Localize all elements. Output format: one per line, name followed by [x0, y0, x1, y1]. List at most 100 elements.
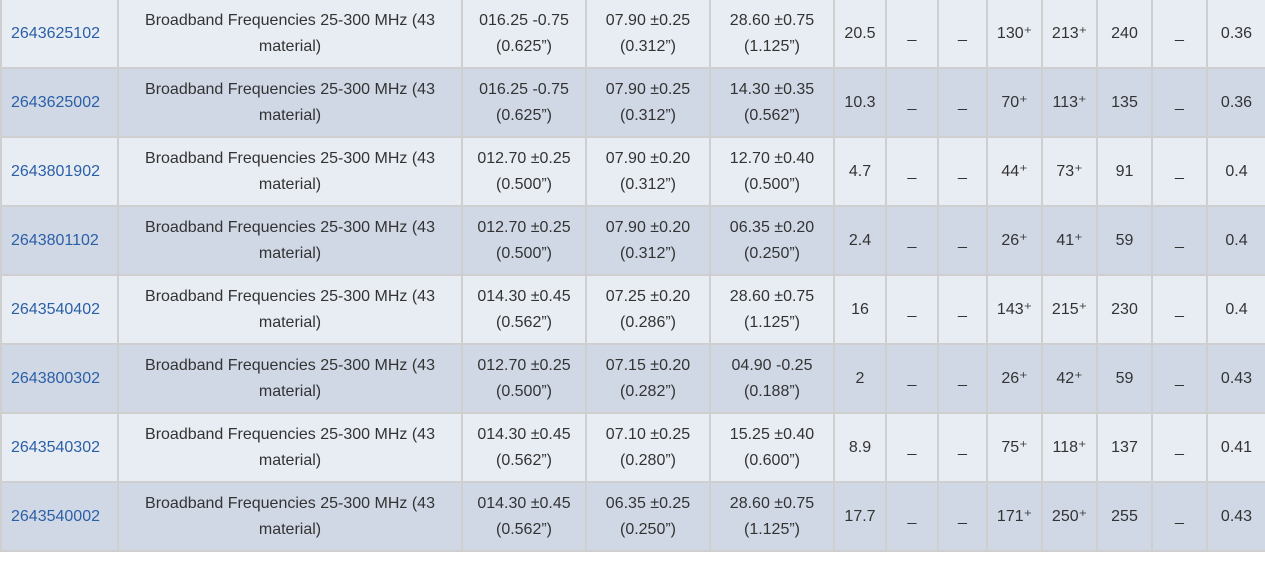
value-cell-z2: 250⁺: [1041, 481, 1098, 552]
dimension-inch: (0.625”): [495, 37, 553, 55]
dimension-mm: 07.90 ±0.20: [605, 149, 691, 167]
value-cell-z1: 171⁺: [986, 481, 1043, 552]
description: Broadband Frequencies 25-300 MHz (43 mat…: [145, 425, 435, 469]
value-cell-d1: _: [885, 205, 939, 276]
value-cell-z2: 113⁺: [1041, 67, 1098, 138]
dimension-inch: (0.562”): [743, 106, 801, 124]
value-cell-d2: _: [937, 136, 988, 207]
cell-value: _: [907, 438, 917, 456]
value-cell-d3: _: [1151, 0, 1208, 69]
cell-value: 2.4: [848, 231, 872, 249]
cell-value: _: [1175, 162, 1184, 180]
value-cell-d3: _: [1151, 205, 1208, 276]
part-number-link[interactable]: 2643540302: [11, 438, 100, 456]
part-number-link[interactable]: 2643625002: [11, 93, 100, 111]
value-cell-v: 0.36: [1206, 0, 1265, 69]
cell-value: _: [958, 300, 967, 318]
cell-value: 0.4: [1225, 231, 1248, 249]
value-cell-z2: 42⁺: [1041, 343, 1098, 414]
dimension-cell-c: 28.60 ±0.75 (1.125”): [709, 0, 835, 69]
part-number-link[interactable]: 2643800302: [11, 369, 100, 387]
dimension-inch: (0.250”): [743, 244, 801, 262]
dimension-inch: (0.312”): [619, 244, 677, 262]
value-cell-w: 2.4: [833, 205, 887, 276]
value-cell-v: 0.4: [1206, 205, 1265, 276]
dimension-mm: 012.70 ±0.25: [477, 149, 571, 167]
value-cell-d1: _: [885, 412, 939, 483]
value-cell-d3: _: [1151, 67, 1208, 138]
cell-value: _: [958, 162, 967, 180]
value-cell-w: 4.7: [833, 136, 887, 207]
dimension-inch: (0.500”): [495, 244, 553, 262]
value-cell-d2: _: [937, 67, 988, 138]
part-number-link[interactable]: 2643801902: [11, 162, 100, 180]
value-cell-d2: _: [937, 205, 988, 276]
dimension-inch: (0.562”): [495, 520, 553, 538]
value-cell-z2: 118⁺: [1041, 412, 1098, 483]
value-cell-v: 0.4: [1206, 136, 1265, 207]
dimension-mm: 012.70 ±0.25: [477, 218, 571, 236]
description: Broadband Frequencies 25-300 MHz (43 mat…: [145, 287, 435, 331]
cell-value: _: [1175, 300, 1184, 318]
table-row: 2643801902 Broadband Frequencies 25-300 M…: [0, 136, 1265, 207]
value-cell-z3: 135: [1096, 67, 1153, 138]
part-number-cell: 2643800302: [0, 343, 119, 414]
dimension-cell-a: 014.30 ±0.45 (0.562”): [461, 481, 587, 552]
cell-value: 113⁺: [1052, 93, 1087, 111]
description: Broadband Frequencies 25-300 MHz (43 mat…: [145, 149, 435, 193]
dimension-cell-c: 12.70 ±0.40 (0.500”): [709, 136, 835, 207]
dimension-cell-b: 07.90 ±0.20 (0.312”): [585, 205, 711, 276]
dimension-inch: (1.125”): [743, 313, 801, 331]
dimension-inch: (0.500”): [495, 175, 553, 193]
part-number-link[interactable]: 2643540002: [11, 507, 100, 525]
dimension-inch: (0.286”): [619, 313, 677, 331]
description: Broadband Frequencies 25-300 MHz (43 mat…: [145, 356, 435, 400]
value-cell-z2: 213⁺: [1041, 0, 1098, 69]
cell-value: 70⁺: [1001, 93, 1028, 111]
dimension-mm: 07.90 ±0.20: [605, 218, 691, 236]
value-cell-z1: 75⁺: [986, 412, 1043, 483]
cell-value: 213⁺: [1051, 24, 1088, 42]
description-cell: Broadband Frequencies 25-300 MHz (43 mat…: [117, 412, 463, 483]
cell-value: 2: [855, 369, 865, 387]
dimension-inch: (0.312”): [619, 175, 677, 193]
part-number-link[interactable]: 2643801102: [11, 231, 99, 249]
dimension-mm: 04.90 -0.25: [731, 356, 813, 374]
cell-value: _: [907, 162, 917, 180]
part-number-link[interactable]: 2643540402: [11, 300, 100, 318]
part-number-cell: 2643540302: [0, 412, 119, 483]
value-cell-d3: _: [1151, 343, 1208, 414]
dimension-cell-b: 07.15 ±0.20 (0.282”): [585, 343, 711, 414]
cell-value: 230: [1111, 300, 1138, 318]
dimension-mm: 06.35 ±0.20: [729, 218, 815, 236]
cell-value: 8.9: [848, 438, 872, 456]
table-row: 2643625102 Broadband Frequencies 25-300 M…: [0, 0, 1265, 69]
description: Broadband Frequencies 25-300 MHz (43 mat…: [145, 494, 435, 538]
cell-value: 130⁺: [996, 24, 1033, 42]
value-cell-v: 0.41: [1206, 412, 1265, 483]
table-row: 2643540302 Broadband Frequencies 25-300 M…: [0, 412, 1265, 483]
dimension-cell-b: 07.90 ±0.25 (0.312”): [585, 67, 711, 138]
cell-value: 0.4: [1225, 300, 1248, 318]
dimension-mm: 28.60 ±0.75: [729, 11, 815, 29]
part-number-cell: 2643540002: [0, 481, 119, 552]
cell-value: _: [907, 231, 917, 249]
dimension-inch: (0.280”): [619, 451, 677, 469]
cell-value: 26⁺: [1001, 231, 1028, 249]
dimension-inch: (0.562”): [495, 313, 553, 331]
cell-value: 20.5: [844, 24, 876, 42]
cell-value: 73⁺: [1056, 162, 1083, 180]
value-cell-z2: 73⁺: [1041, 136, 1098, 207]
dimension-inch: (1.125”): [743, 520, 801, 538]
value-cell-v: 0.4: [1206, 274, 1265, 345]
cell-value: 135: [1111, 93, 1138, 111]
value-cell-z1: 143⁺: [986, 274, 1043, 345]
dimension-inch: (0.600”): [743, 451, 801, 469]
value-cell-d2: _: [937, 274, 988, 345]
dimension-cell-c: 14.30 ±0.35 (0.562”): [709, 67, 835, 138]
part-number-cell: 2643801902: [0, 136, 119, 207]
dimension-inch: (0.500”): [495, 382, 553, 400]
part-number-link[interactable]: 2643625102: [11, 24, 100, 42]
description-cell: Broadband Frequencies 25-300 MHz (43 mat…: [117, 343, 463, 414]
dimension-inch: (0.312”): [619, 37, 677, 55]
